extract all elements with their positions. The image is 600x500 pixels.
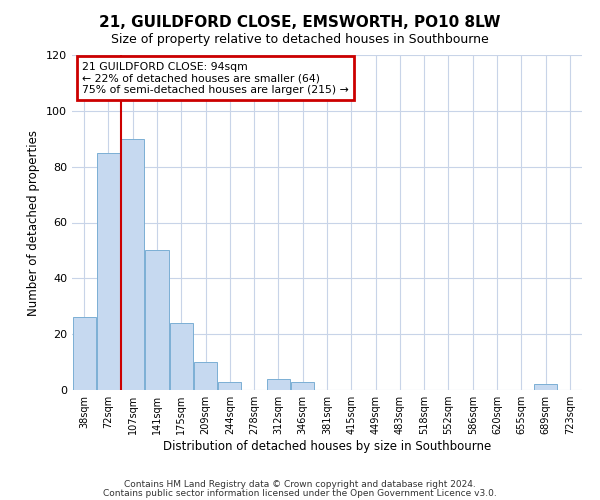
Bar [194,362,217,390]
Text: Size of property relative to detached houses in Southbourne: Size of property relative to detached ho… [111,32,489,46]
Bar [145,250,169,390]
Text: 21, GUILDFORD CLOSE, EMSWORTH, PO10 8LW: 21, GUILDFORD CLOSE, EMSWORTH, PO10 8LW [99,15,501,30]
X-axis label: Distribution of detached houses by size in Southbourne: Distribution of detached houses by size … [163,440,491,453]
Bar [291,382,314,390]
Bar [534,384,557,390]
Text: Contains HM Land Registry data © Crown copyright and database right 2024.: Contains HM Land Registry data © Crown c… [124,480,476,489]
Text: Contains public sector information licensed under the Open Government Licence v3: Contains public sector information licen… [103,488,497,498]
Bar [121,138,144,390]
Bar [97,152,120,390]
Bar [170,323,193,390]
Bar [73,318,95,390]
Bar [267,379,290,390]
Bar [218,382,241,390]
Text: 21 GUILDFORD CLOSE: 94sqm
← 22% of detached houses are smaller (64)
75% of semi-: 21 GUILDFORD CLOSE: 94sqm ← 22% of detac… [82,62,349,95]
Y-axis label: Number of detached properties: Number of detached properties [28,130,40,316]
